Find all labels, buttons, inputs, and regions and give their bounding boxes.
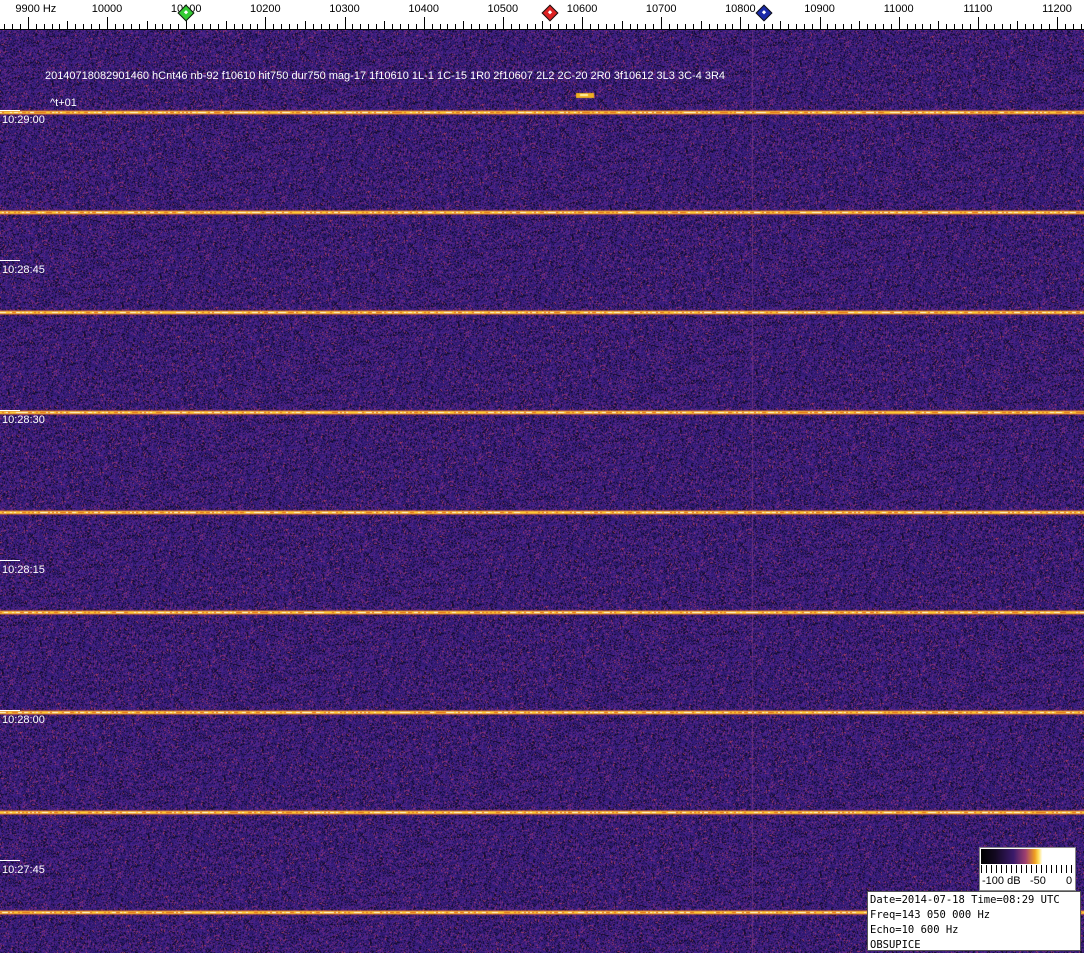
time-offset-label: ^t+01 xyxy=(50,97,77,109)
status-date: Date=2014-07-18 Time=08:29 UTC xyxy=(870,894,1060,906)
axis-tick-label: 11000 xyxy=(883,3,914,15)
status-freq: Freq=143 050 000 Hz xyxy=(870,909,991,921)
axis-tick-label: 10500 xyxy=(487,3,519,15)
axis-tick-label: 10700 xyxy=(645,3,677,15)
waterfall-display xyxy=(0,30,1084,953)
colorbar-gradient xyxy=(981,849,1074,864)
colorbar-ticks xyxy=(981,865,1074,873)
axis-tick-label: 10600 xyxy=(566,3,598,15)
axis-tick-label: 11100 xyxy=(963,3,993,15)
colorbar-label-mid: -50 xyxy=(1030,875,1046,887)
colorbar-label-min: -100 dB xyxy=(982,875,1021,887)
time-label: 10:28:00 xyxy=(0,710,45,726)
frequency-ticks xyxy=(0,17,1084,30)
time-label: 10:28:30 xyxy=(0,410,45,426)
time-label: 10:28:45 xyxy=(0,260,45,276)
axis-tick-label: 10400 xyxy=(408,3,439,15)
axis-tick-label: 10200 xyxy=(250,3,281,15)
axis-tick-label: 10800 xyxy=(725,3,756,15)
axis-tick-label: 10300 xyxy=(329,3,360,15)
time-label: 10:28:15 xyxy=(0,560,45,576)
time-label: 10:29:00 xyxy=(0,110,45,126)
axis-tick-label: 10900 xyxy=(804,3,835,15)
time-label: 10:27:45 xyxy=(0,860,45,876)
axis-tick-label: 10000 xyxy=(91,3,123,15)
colorbar-label-max: 0 xyxy=(1066,875,1073,887)
status-box: Date=2014-07-18 Time=08:29 UTC Freq=143 … xyxy=(867,891,1081,951)
status-echo: Echo=10 600 Hz xyxy=(870,924,959,936)
frequency-axis: 9900 Hz100001010010200103001040010500106… xyxy=(0,0,1084,30)
status-station: OBSUPICE xyxy=(870,939,921,951)
colorbar: -100 dB -50 0 xyxy=(979,847,1076,891)
axis-tick-label: 9900 Hz xyxy=(15,3,57,15)
detection-info: 20140718082901460 hCnt46 nb-92 f10610 hi… xyxy=(44,70,726,82)
axis-tick-label: 11200 xyxy=(1042,3,1072,15)
